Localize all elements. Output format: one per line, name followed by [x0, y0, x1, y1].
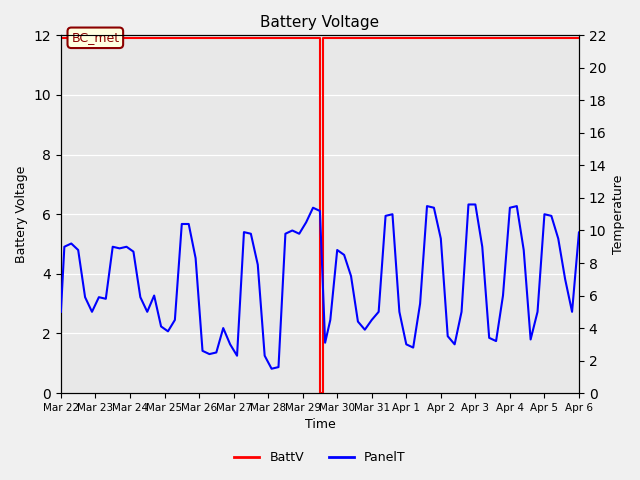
Y-axis label: Temperature: Temperature — [612, 175, 625, 254]
Text: BC_met: BC_met — [71, 31, 120, 44]
X-axis label: Time: Time — [305, 419, 335, 432]
Y-axis label: Battery Voltage: Battery Voltage — [15, 166, 28, 263]
Title: Battery Voltage: Battery Voltage — [260, 15, 380, 30]
Legend: BattV, PanelT: BattV, PanelT — [229, 446, 411, 469]
